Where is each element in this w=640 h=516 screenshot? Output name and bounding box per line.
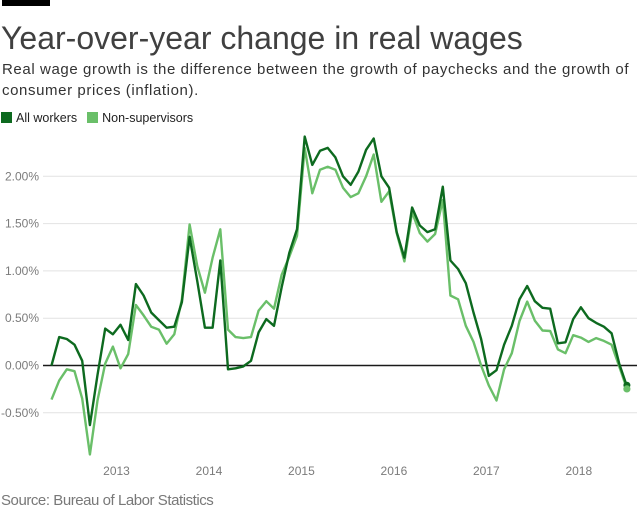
svg-text:2013: 2013 bbox=[103, 464, 130, 478]
svg-text:2015: 2015 bbox=[288, 464, 315, 478]
svg-text:1.50%: 1.50% bbox=[5, 217, 39, 231]
svg-text:2017: 2017 bbox=[473, 464, 500, 478]
svg-text:-0.50%: -0.50% bbox=[1, 406, 39, 420]
svg-text:0.50%: 0.50% bbox=[5, 311, 39, 325]
svg-text:2018: 2018 bbox=[565, 464, 592, 478]
svg-text:2016: 2016 bbox=[381, 464, 408, 478]
svg-text:2.00%: 2.00% bbox=[5, 169, 39, 183]
svg-text:0.00%: 0.00% bbox=[5, 359, 39, 373]
svg-text:2014: 2014 bbox=[196, 464, 223, 478]
svg-text:1.00%: 1.00% bbox=[5, 264, 39, 278]
